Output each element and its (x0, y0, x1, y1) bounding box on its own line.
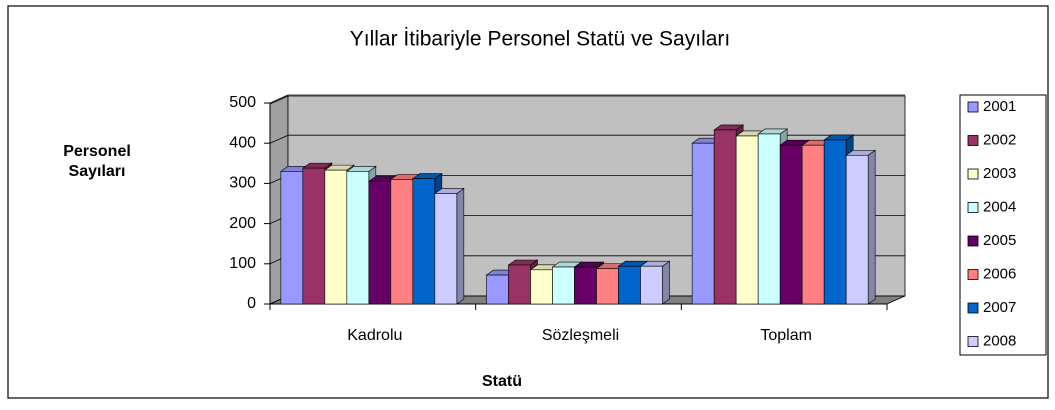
y-tick-label: 200 (229, 215, 256, 232)
legend-swatch (967, 235, 979, 247)
legend-label: 2003 (983, 165, 1016, 182)
bar (368, 181, 392, 305)
legend-label: 2008 (983, 332, 1016, 349)
legend-swatch (967, 269, 979, 280)
legend-swatch (967, 135, 979, 146)
legend-swatch (967, 302, 979, 314)
bar (280, 171, 304, 305)
legend-swatch (967, 202, 979, 213)
y-tick-label: 0 (247, 295, 256, 312)
bar (508, 264, 531, 305)
legend-label: 2004 (983, 198, 1016, 215)
bar (486, 274, 509, 305)
grid-line (269, 134, 289, 144)
legend-label: 2007 (983, 299, 1016, 316)
bar (757, 133, 781, 305)
x-tick-label: Kadrolu (347, 327, 402, 344)
y-tick-label: 400 (229, 134, 256, 151)
bar (735, 135, 759, 305)
bar (346, 171, 370, 305)
bar-side (867, 149, 876, 305)
bar (552, 266, 575, 305)
y-tick-label: 300 (229, 175, 256, 192)
bar (713, 129, 737, 305)
bar (596, 268, 619, 305)
grid-line (269, 94, 289, 104)
bar-side (456, 187, 465, 305)
y-tick-label: 500 (229, 94, 256, 111)
bar (845, 154, 869, 305)
bar (412, 178, 436, 305)
y-axis-label: Personel (63, 143, 131, 160)
legend-label: 2005 (983, 232, 1016, 249)
bar (530, 269, 553, 305)
bar (691, 142, 715, 305)
legend-swatch (967, 168, 979, 180)
bar (302, 167, 326, 305)
bar (574, 266, 597, 305)
legend-label: 2002 (983, 131, 1016, 148)
bar (434, 193, 458, 305)
x-axis-label: Statü (482, 373, 522, 390)
bar (801, 144, 825, 305)
bar (390, 179, 414, 305)
bar (324, 169, 348, 305)
legend-label: 2001 (983, 98, 1016, 115)
bar-side (662, 260, 670, 305)
bar (779, 144, 803, 305)
x-tick-label: Sözleşmeli (542, 327, 619, 344)
legend-label: 2006 (983, 265, 1016, 282)
y-axis-label: Sayıları (69, 163, 126, 180)
bar (640, 265, 663, 305)
legend-swatch (967, 101, 979, 113)
legend-swatch (967, 336, 979, 347)
x-tick-label: Toplam (760, 327, 812, 344)
bar (618, 265, 641, 305)
y-tick-label: 100 (229, 255, 256, 272)
bar (823, 139, 847, 305)
chart-title: Yıllar İtibariyle Personel Statü ve Sayı… (350, 28, 731, 51)
